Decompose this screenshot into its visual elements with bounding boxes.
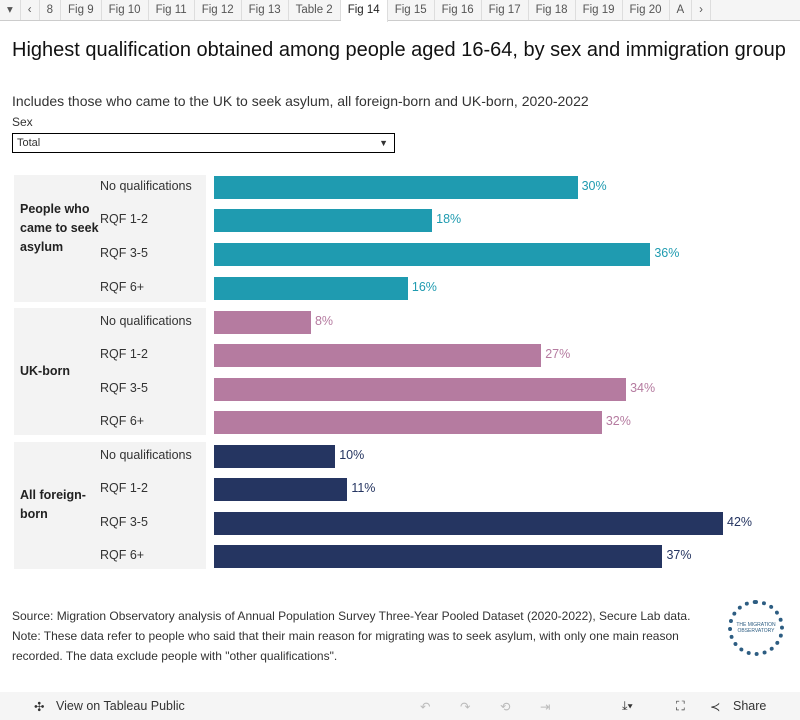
- bar-2-2[interactable]: [214, 512, 724, 535]
- tab[interactable]: ▾: [0, 0, 21, 20]
- sex-filter-dropdown[interactable]: Total ▼: [12, 133, 395, 153]
- download-icon[interactable]: ⤓▾: [622, 699, 633, 713]
- value-label: 37%: [666, 548, 692, 562]
- bar-1-3[interactable]: [214, 411, 602, 434]
- tab[interactable]: Fig 9: [61, 0, 102, 20]
- share-icon[interactable]: ≺: [710, 700, 721, 714]
- row-label: RQF 1-2: [100, 481, 148, 495]
- revert-icon[interactable]: ⟲: [500, 700, 511, 714]
- bar-0-1[interactable]: [214, 209, 433, 232]
- bar-0-3[interactable]: [214, 277, 408, 300]
- group-label: UK-born: [20, 363, 70, 378]
- value-label: 36%: [654, 246, 680, 260]
- refresh-icon[interactable]: ⇥: [540, 700, 551, 714]
- row-label: No qualifications: [100, 179, 192, 193]
- migration-observatory-logo: THE MIGRATION OBSERVATORY: [728, 600, 784, 656]
- dropdown-arrow-icon: ▼: [379, 138, 388, 148]
- value-label: 11%: [351, 481, 376, 495]
- row-label: RQF 1-2: [100, 212, 148, 226]
- tab[interactable]: Fig 12: [195, 0, 242, 20]
- row-label: RQF 6+: [100, 414, 145, 428]
- bar-0-2[interactable]: [214, 243, 651, 266]
- value-label: 8%: [314, 314, 334, 328]
- tab[interactable]: Fig 11: [149, 0, 195, 20]
- chart-subtitle: Includes those who came to the UK to see…: [12, 93, 589, 109]
- footnote: Source: Migration Observatory analysis o…: [12, 609, 691, 663]
- tab[interactable]: Fig 13: [242, 0, 289, 20]
- share-button[interactable]: Share: [733, 699, 767, 713]
- group-panel: [14, 308, 206, 435]
- value-label: 27%: [545, 347, 571, 361]
- tab[interactable]: Fig 15: [388, 0, 435, 20]
- row-label: No qualifications: [100, 314, 192, 328]
- value-label: 30%: [581, 179, 607, 193]
- row-label: RQF 6+: [100, 280, 145, 294]
- tab[interactable]: Fig 19: [576, 0, 623, 20]
- tab[interactable]: Table 2: [289, 0, 341, 20]
- bar-2-0[interactable]: [214, 445, 336, 468]
- view-on-tableau-link[interactable]: View on Tableau Public: [56, 699, 185, 713]
- value-label: 10%: [339, 448, 365, 462]
- value-label: 16%: [411, 280, 437, 294]
- tab[interactable]: Fig 17: [482, 0, 529, 20]
- tab[interactable]: ‹: [21, 0, 40, 20]
- bar-2-1[interactable]: [214, 478, 348, 501]
- sex-filter-value: Total: [17, 137, 41, 149]
- chart-title: Highest qualification obtained among peo…: [12, 39, 786, 61]
- tableau-toolbar: ✣ View on Tableau Public ↶ ↷ ⟲ ⇥ ⤓▾ ⛶ ≺ …: [0, 692, 800, 720]
- redo-icon[interactable]: ↷: [460, 700, 471, 714]
- group-panel: [14, 175, 206, 302]
- tab[interactable]: Fig 16: [435, 0, 482, 20]
- tab[interactable]: Fig 20: [623, 0, 670, 20]
- tab[interactable]: A: [670, 0, 693, 20]
- row-label: RQF 6+: [100, 548, 145, 562]
- group-label: All foreign-born: [20, 488, 86, 521]
- value-label: 42%: [727, 515, 753, 529]
- undo-icon[interactable]: ↶: [420, 700, 431, 714]
- tab[interactable]: Fig 14: [340, 0, 388, 22]
- bar-1-1[interactable]: [214, 344, 542, 367]
- value-label: 18%: [436, 212, 462, 226]
- bar-1-2[interactable]: [214, 378, 627, 401]
- row-label: RQF 3-5: [100, 246, 148, 260]
- fullscreen-icon[interactable]: ⛶: [676, 699, 685, 713]
- tab[interactable]: Fig 18: [529, 0, 576, 20]
- group-panel: [14, 442, 206, 569]
- sex-filter-label: Sex: [12, 115, 33, 129]
- group-label: People who came to seek asylum: [20, 202, 99, 254]
- row-label: RQF 3-5: [100, 515, 148, 529]
- tab[interactable]: ›: [692, 0, 712, 20]
- bar-0-0[interactable]: [214, 176, 578, 199]
- row-label: RQF 1-2: [100, 347, 148, 361]
- row-label: No qualifications: [100, 448, 192, 462]
- row-label: RQF 3-5: [100, 381, 148, 395]
- tab[interactable]: 8: [40, 0, 62, 20]
- bar-1-0[interactable]: [214, 311, 311, 334]
- value-label: 34%: [630, 381, 656, 395]
- tab[interactable]: Fig 10: [102, 0, 149, 20]
- value-label: 32%: [605, 414, 631, 428]
- bar-2-3[interactable]: [214, 545, 663, 568]
- tableau-icon: ✣: [34, 700, 45, 714]
